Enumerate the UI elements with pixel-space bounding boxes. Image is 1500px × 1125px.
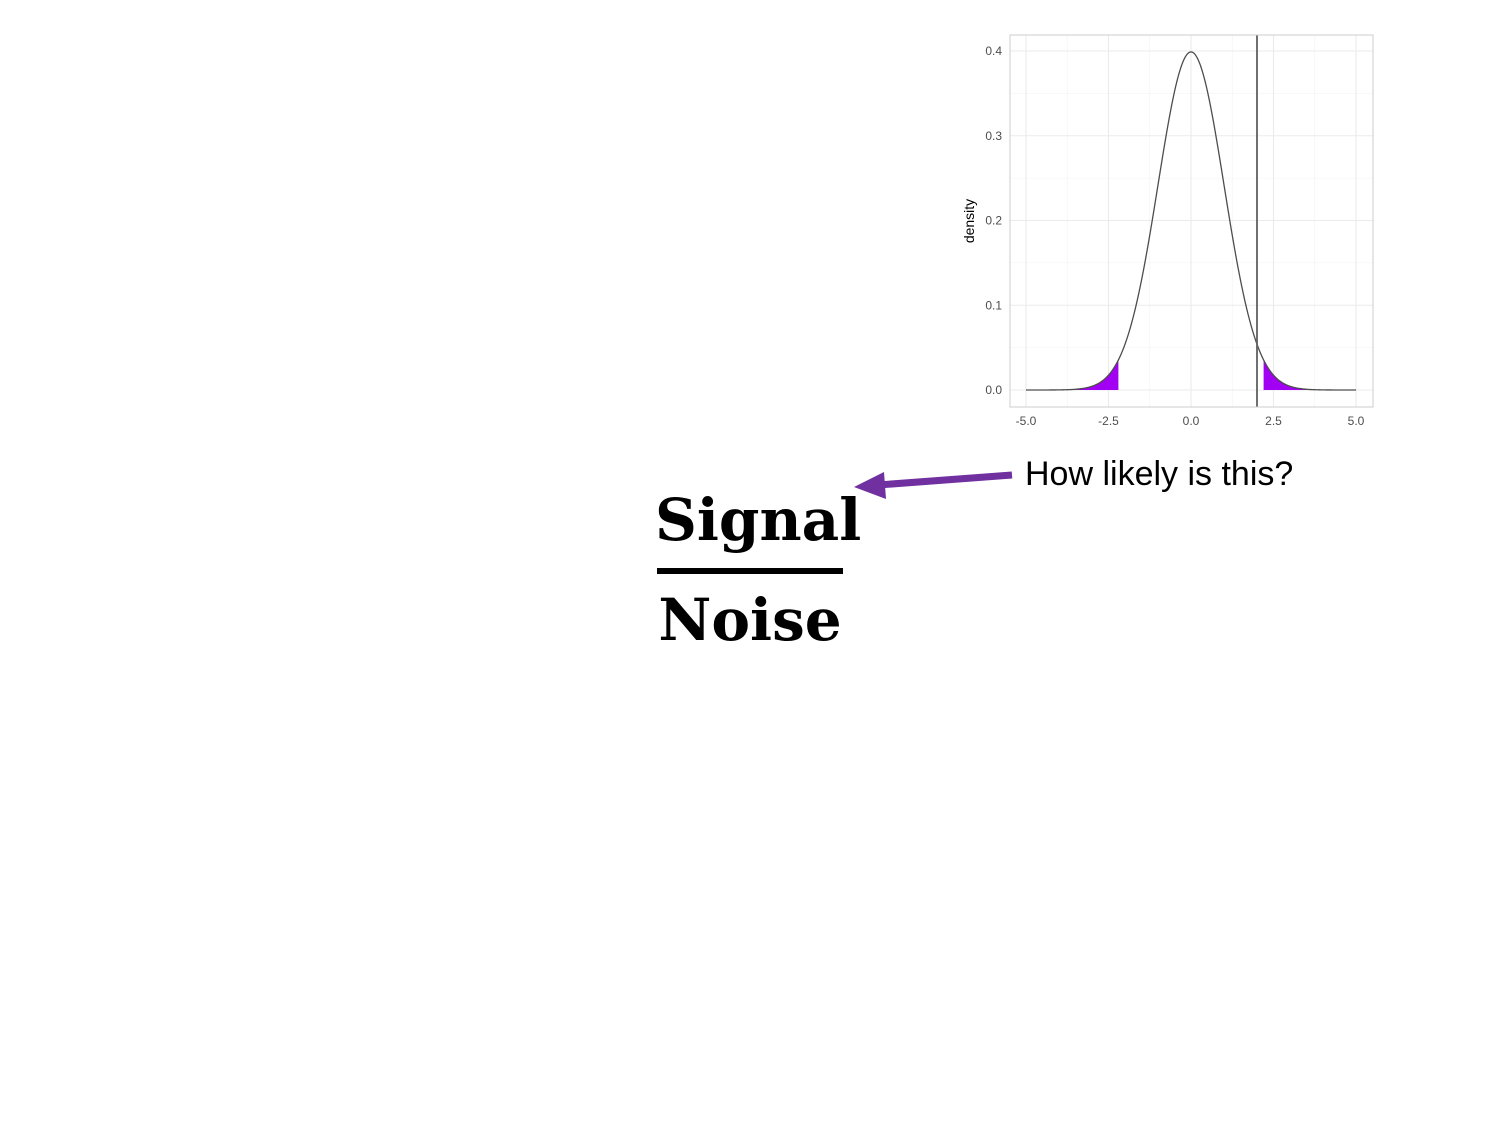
y-tick-label: 0.1	[985, 298, 1002, 312]
fraction-denominator: Noise	[658, 586, 842, 654]
x-tick-labels: -5.0 -2.5 0.0 2.5 5.0	[1016, 414, 1365, 428]
y-tick-label: 0.0	[985, 383, 1002, 397]
grid-layer	[1010, 35, 1373, 407]
right-tail-area	[1263, 359, 1356, 390]
arrow-shaft	[877, 471, 1013, 489]
y-tick-labels: 0.0 0.1 0.2 0.3 0.4	[985, 44, 1002, 397]
y-tick-label: 0.3	[985, 129, 1002, 143]
y-tick-label: 0.4	[985, 44, 1002, 58]
x-tick-label: -2.5	[1098, 414, 1119, 428]
fraction-bar	[657, 568, 843, 574]
y-tick-label: 0.2	[985, 214, 1002, 228]
x-tick-label: 5.0	[1348, 414, 1365, 428]
left-tail-area	[1026, 359, 1119, 390]
x-tick-label: -5.0	[1016, 414, 1037, 428]
curve-layer	[1026, 51, 1356, 391]
callout-text: How likely is this?	[1025, 455, 1294, 493]
signal-noise-fraction: Signal Noise	[655, 480, 862, 660]
x-tick-label: 2.5	[1265, 414, 1282, 428]
fraction-numerator: Signal	[655, 486, 862, 554]
x-tick-label: 0.0	[1183, 414, 1200, 428]
tail-areas	[1026, 359, 1356, 390]
callout-arrow	[854, 471, 1013, 499]
y-axis-title: density	[961, 199, 977, 243]
arrow-head	[854, 472, 886, 499]
density-curve	[1026, 51, 1356, 391]
panel-border	[1009, 34, 1374, 408]
density-plot: 0.0 0.1 0.2 0.3 0.4 -5.0 -2.5 0.0 2.5 5.0 densit…	[961, 34, 1374, 428]
